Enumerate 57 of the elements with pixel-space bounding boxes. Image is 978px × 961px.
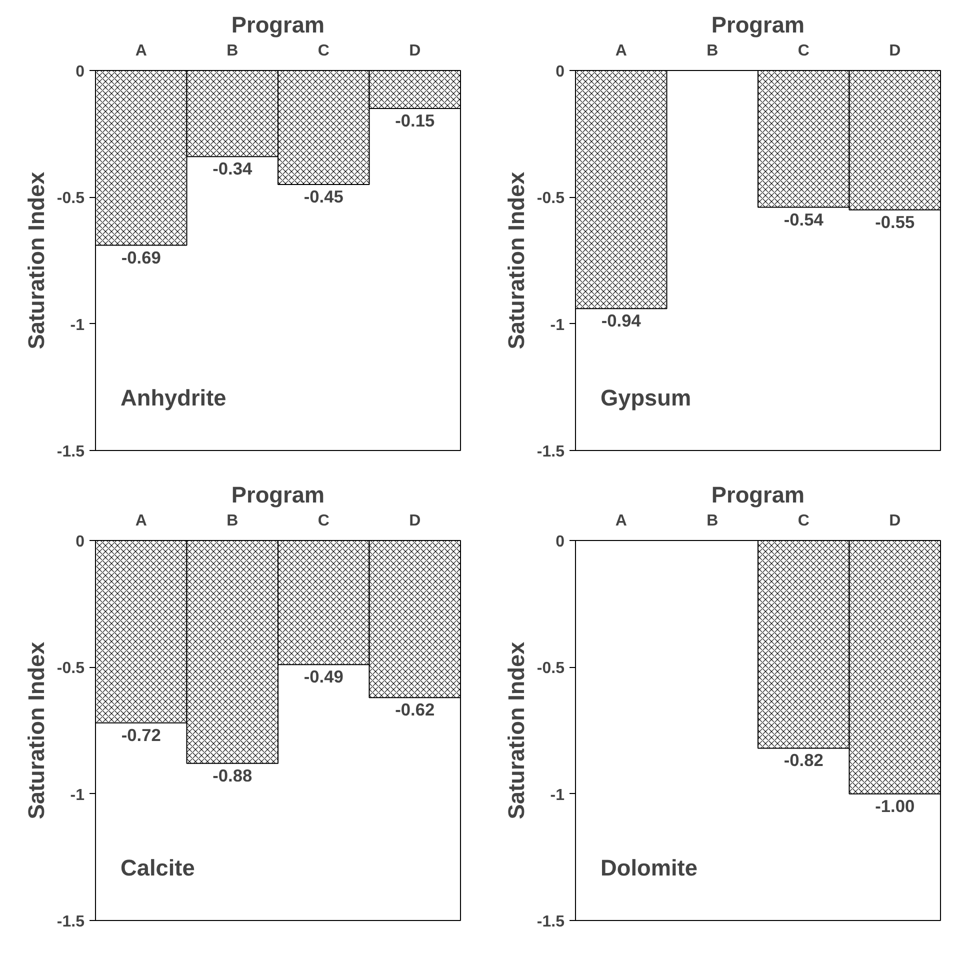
x-tick-label: D (409, 512, 421, 530)
x-tick-label: C (798, 42, 810, 60)
data-label: -0.49 (304, 666, 344, 687)
x-axis-title: Program (231, 482, 325, 508)
x-tick-label: A (135, 42, 148, 60)
x-tick-label: B (226, 42, 238, 60)
data-label: -0.72 (121, 724, 161, 745)
y-tick-label: -1.5 (56, 914, 85, 930)
x-tick-label: C (798, 512, 810, 530)
y-axis-title: Saturation Index (502, 641, 529, 820)
y-tick-label: 0 (556, 64, 565, 80)
x-tick-label: A (135, 512, 148, 530)
y-tick-label: -0.5 (536, 660, 565, 678)
data-label: -0.82 (784, 750, 824, 770)
x-tick-label: A (615, 42, 628, 60)
y-tick-label: -1 (70, 786, 85, 804)
x-axis-title: Program (711, 482, 805, 508)
data-label: -1.00 (875, 796, 915, 816)
x-tick-label: D (889, 42, 901, 60)
x-tick-label: D (889, 512, 901, 530)
data-label: -0.34 (212, 158, 252, 179)
y-tick-label: -1 (70, 316, 85, 334)
x-tick-label: C (318, 512, 330, 530)
y-tick-label: 0 (556, 534, 565, 550)
x-tick-label: B (706, 42, 718, 60)
data-label: -0.54 (784, 209, 824, 230)
x-axis-title: Program (231, 12, 325, 38)
data-label: -0.88 (212, 765, 252, 786)
y-axis-title: Saturation Index (22, 171, 49, 350)
x-tick-label: C (318, 42, 330, 60)
y-tick-label: -0.5 (56, 660, 85, 678)
y-axis-title: Saturation Index (502, 171, 529, 350)
y-tick-label: -1.5 (536, 444, 565, 460)
y-tick-label: -0.5 (536, 190, 565, 208)
x-tick-label: B (706, 512, 718, 530)
data-label: -0.15 (395, 110, 435, 130)
data-label: -0.69 (121, 247, 161, 268)
annotation: Dolomite (600, 854, 698, 880)
y-tick-label: -1.5 (56, 444, 85, 460)
annotation: Anhydrite (120, 384, 226, 410)
x-tick-label: B (226, 512, 238, 530)
x-tick-label: A (615, 512, 628, 530)
annotation: Calcite (120, 854, 195, 880)
y-tick-label: -0.5 (56, 190, 85, 208)
x-tick-label: D (409, 42, 421, 60)
data-label: -0.94 (601, 310, 642, 331)
annotation: Gypsum (600, 384, 692, 410)
y-tick-label: 0 (76, 64, 85, 80)
data-label: -0.62 (395, 700, 435, 720)
y-axis-title: Saturation Index (22, 641, 49, 820)
data-label: -0.45 (304, 186, 344, 206)
data-label: -0.55 (875, 212, 915, 232)
y-tick-label: -1.5 (536, 914, 565, 930)
x-axis-title: Program (711, 12, 805, 38)
y-tick-label: -1 (550, 786, 565, 804)
y-tick-label: -1 (550, 316, 565, 334)
y-tick-label: 0 (76, 534, 85, 550)
